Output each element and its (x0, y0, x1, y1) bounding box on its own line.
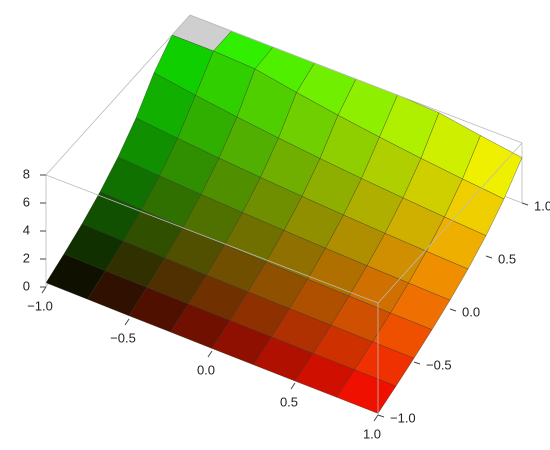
y-tick (377, 414, 385, 418)
x-tick-label: 1.0 (363, 426, 381, 441)
x-tick (41, 286, 47, 294)
x-tick-label: 0.5 (280, 394, 298, 409)
y-tick-label: 1.0 (534, 198, 550, 213)
x-tick-label: −1.0 (27, 298, 53, 313)
z-tick-label: 6 (23, 194, 30, 209)
box-edge (45, 174, 379, 304)
surface-patch (336, 369, 397, 414)
x-tick (207, 350, 213, 358)
z-tick-label: 4 (23, 222, 30, 237)
box-edge (377, 142, 523, 304)
z-tick-label: 8 (23, 166, 30, 181)
y-tick-label: 0.5 (498, 251, 516, 266)
y-tick (521, 202, 529, 206)
x-tick-label: 0.0 (197, 362, 215, 377)
box-edge (45, 14, 191, 176)
x-tick (290, 382, 296, 390)
x-tick-label: −0.5 (110, 330, 136, 345)
y-tick (449, 308, 457, 312)
x-tick (124, 318, 130, 326)
y-tick-label: −0.5 (426, 357, 452, 372)
y-tick-label: 0.0 (462, 304, 480, 319)
z-tick-label: 2 (23, 250, 30, 265)
y-tick (413, 361, 421, 365)
y-tick (485, 255, 493, 259)
box-edge (189, 14, 523, 144)
x-tick (373, 414, 379, 422)
y-tick-label: −1.0 (390, 410, 416, 425)
z-tick-label: 0 (23, 278, 30, 293)
